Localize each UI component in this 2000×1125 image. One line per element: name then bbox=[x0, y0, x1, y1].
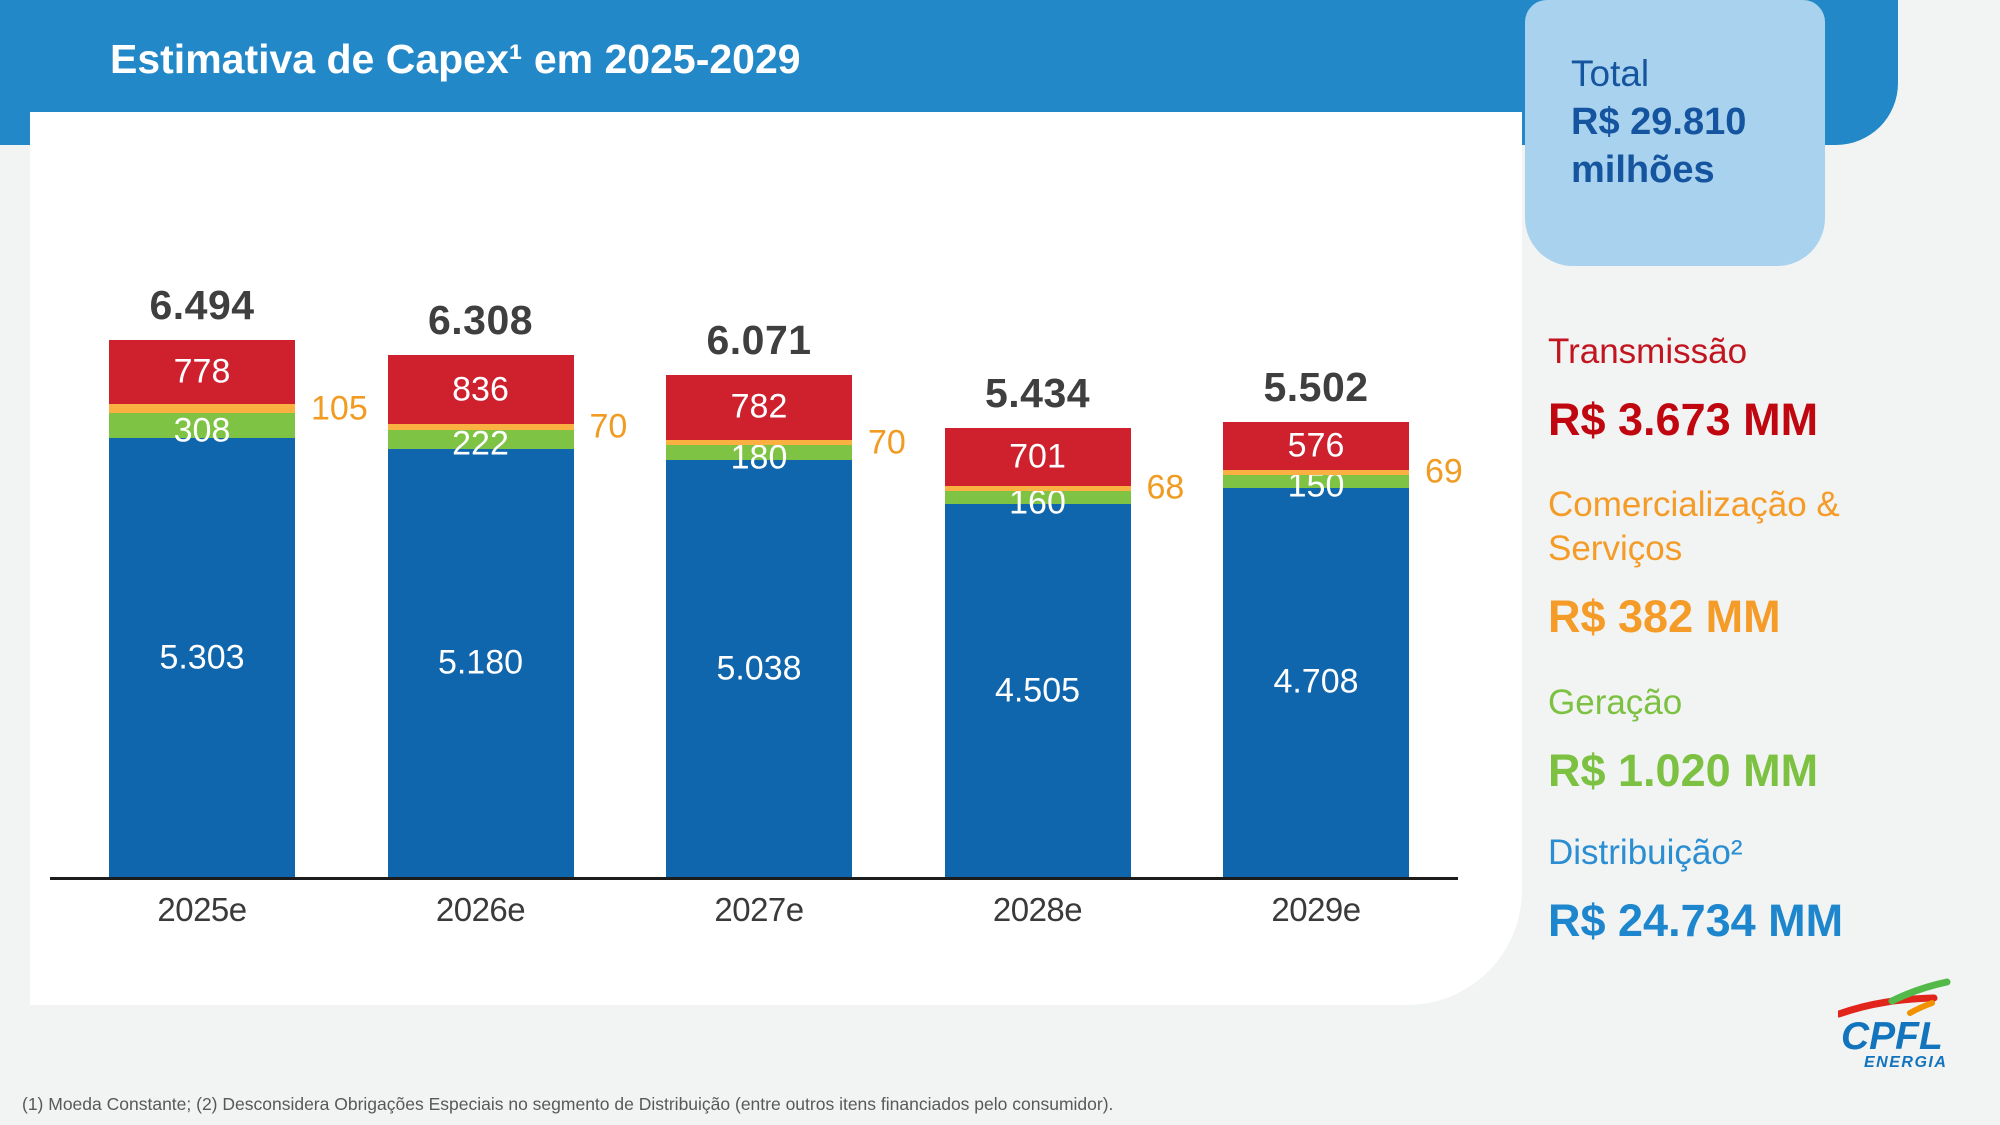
bar-segment-geracao bbox=[666, 445, 852, 461]
bar-segment-geracao bbox=[944, 491, 1131, 505]
legend-item-distribuicao: Distribuição² R$ 24.734 MM bbox=[1548, 831, 1843, 947]
total-callout: Total R$ 29.810 milhões bbox=[1525, 0, 1825, 266]
bar-segment-comercializacao-servicos bbox=[387, 424, 574, 431]
x-axis-tick-label: 2026e bbox=[435, 891, 526, 928]
bar-segment-transmissao bbox=[387, 355, 574, 425]
bar-segment-distribuicao bbox=[109, 438, 295, 877]
x-axis-tick-label: 2027e bbox=[714, 891, 804, 928]
x-axis-tick-label: 2028e bbox=[992, 891, 1083, 928]
logo-sub-text: ENERGIA bbox=[1864, 1054, 1947, 1071]
side-value-label: 70 bbox=[589, 407, 628, 446]
legend-value: R$ 382 MM bbox=[1548, 591, 1781, 642]
legend-value: R$ 24.734 MM bbox=[1548, 895, 1844, 946]
total-unit: milhões bbox=[1571, 149, 1715, 191]
footnote: (1) Moeda Constante; (2) Desconsidera Ob… bbox=[22, 1094, 1114, 1114]
bar-total-label: 6.071 bbox=[706, 317, 812, 363]
x-axis-line bbox=[50, 877, 1458, 880]
legend-value: R$ 3.673 MM bbox=[1548, 394, 1819, 445]
logo-swoosh-green bbox=[1888, 978, 1951, 1005]
bar-segment-distribuicao bbox=[944, 504, 1131, 877]
legend-item-geracao: Geração R$ 1.020 MM bbox=[1548, 681, 1818, 797]
bar-segment-comercializacao-servicos bbox=[944, 485, 1131, 492]
bar-segment-comercializacao-servicos bbox=[666, 439, 852, 446]
bar-total-label: 5.502 bbox=[1263, 363, 1369, 410]
side-value-label: 69 bbox=[1425, 452, 1463, 491]
bar-segment-geracao bbox=[1223, 475, 1409, 488]
side-value-label: 105 bbox=[311, 389, 368, 428]
legend-label: Transmissão bbox=[1548, 332, 1748, 371]
bar-segment-transmissao bbox=[666, 375, 852, 440]
bar-segment-distribuicao bbox=[387, 448, 574, 877]
bar-total-label: 6.308 bbox=[427, 297, 534, 344]
side-value-label: 68 bbox=[1146, 468, 1185, 507]
logo-swoosh-orange bbox=[1907, 1000, 1935, 1016]
legend-item-comercializacao: Comercialização & Serviços R$ 382 MM bbox=[1548, 483, 1840, 643]
logo-swoosh-red bbox=[1838, 994, 1938, 1018]
bar-segment-geracao bbox=[387, 430, 574, 449]
bar-segment-distribuicao bbox=[1223, 487, 1409, 877]
bar-total-label: 6.494 bbox=[149, 281, 255, 328]
cpfl-energia-logo: CPFL ENERGIA bbox=[1838, 978, 1951, 1071]
total-label: Total bbox=[1571, 53, 1650, 94]
bar-segment-transmissao bbox=[109, 339, 295, 405]
x-axis-tick-label: 2025e bbox=[157, 891, 247, 928]
logo-brand-text: CPFL bbox=[1841, 1015, 1943, 1058]
x-axis-tick-label: 2029e bbox=[1271, 891, 1361, 928]
legend-label: Geração bbox=[1548, 683, 1683, 722]
slide-title: Estimativa de Capex¹ em 2025-2029 bbox=[110, 36, 801, 82]
legend-item-transmissao: Transmissão R$ 3.673 MM bbox=[1548, 330, 1818, 446]
bar-segment-geracao bbox=[109, 412, 295, 439]
bar-segment-transmissao bbox=[1223, 421, 1409, 470]
legend-label: Distribuição² bbox=[1548, 833, 1743, 872]
bar-segment-transmissao bbox=[944, 427, 1131, 486]
bar-total-label: 5.434 bbox=[984, 369, 1091, 416]
legend-value: R$ 1.020 MM bbox=[1548, 745, 1819, 796]
bar-segment-comercializacao-servicos bbox=[109, 404, 295, 413]
total-value: R$ 29.810 bbox=[1571, 101, 1747, 143]
legend-label: Comercialização & Serviços bbox=[1548, 485, 1840, 568]
bar-segment-comercializacao-servicos bbox=[1223, 469, 1409, 476]
side-value-label: 70 bbox=[868, 423, 906, 462]
bar-segment-distribuicao bbox=[666, 460, 852, 877]
